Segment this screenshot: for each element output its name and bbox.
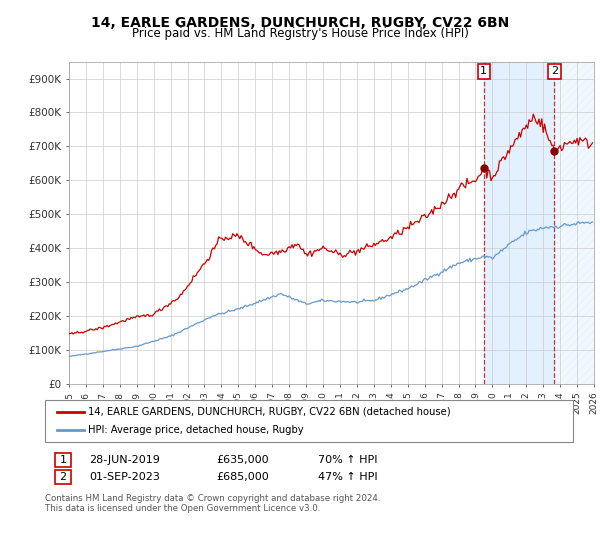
Text: £635,000: £635,000 (216, 455, 269, 465)
Text: Price paid vs. HM Land Registry's House Price Index (HPI): Price paid vs. HM Land Registry's House … (131, 27, 469, 40)
Text: HPI: Average price, detached house, Rugby: HPI: Average price, detached house, Rugb… (88, 425, 304, 435)
Text: Contains HM Land Registry data © Crown copyright and database right 2024.
This d: Contains HM Land Registry data © Crown c… (45, 494, 380, 514)
Text: 1: 1 (59, 455, 67, 465)
Text: 01-SEP-2023: 01-SEP-2023 (89, 472, 160, 482)
Text: 47% ↑ HPI: 47% ↑ HPI (318, 472, 377, 482)
Text: 70% ↑ HPI: 70% ↑ HPI (318, 455, 377, 465)
Text: 2: 2 (59, 472, 67, 482)
Bar (484, 62, 554, 384)
Text: 2: 2 (551, 67, 558, 76)
Text: 14, EARLE GARDENS, DUNCHURCH, RUGBY, CV22 6BN: 14, EARLE GARDENS, DUNCHURCH, RUGBY, CV2… (91, 16, 509, 30)
Bar (554, 62, 600, 384)
Text: £685,000: £685,000 (216, 472, 269, 482)
Text: 14, EARLE GARDENS, DUNCHURCH, RUGBY, CV22 6BN (detached house): 14, EARLE GARDENS, DUNCHURCH, RUGBY, CV2… (88, 407, 451, 417)
Text: 28-JUN-2019: 28-JUN-2019 (89, 455, 160, 465)
Text: 1: 1 (481, 67, 487, 76)
